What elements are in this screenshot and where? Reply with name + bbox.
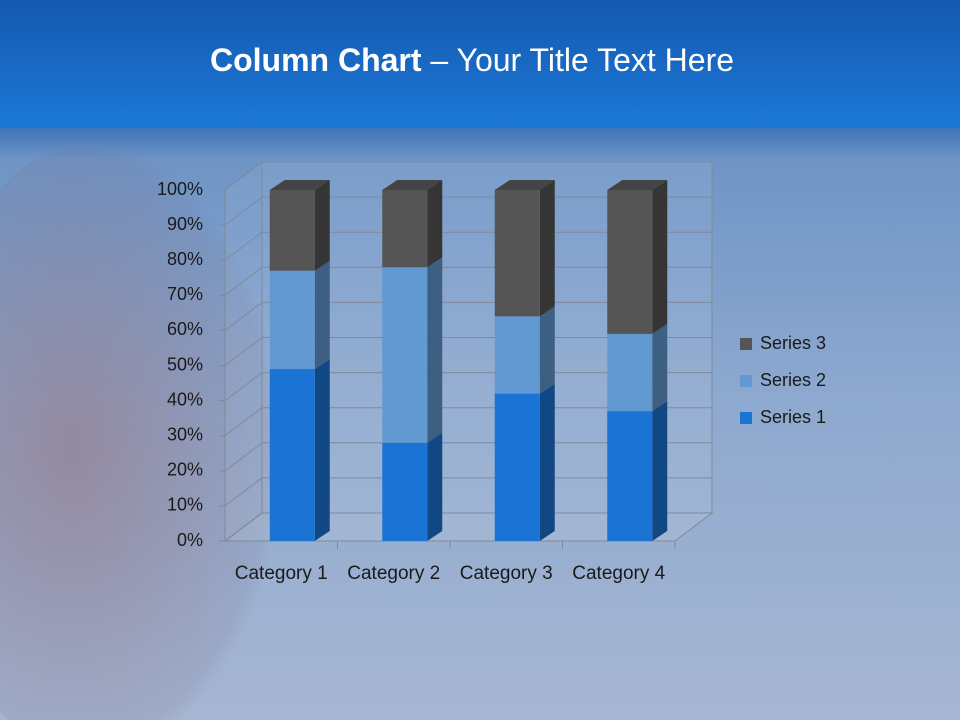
y-tick-label: 40% [167,389,203,409]
bar [382,442,428,541]
bar [494,316,540,394]
bar-top [269,180,330,190]
bar [494,190,540,317]
title-rest: – Your Title Text Here [430,42,734,78]
y-tick-label: 50% [167,354,203,374]
bar [382,267,428,443]
legend-label: Series 3 [760,333,826,353]
bar [269,369,315,541]
legend-label: Series 2 [760,370,826,390]
bar-side [427,432,443,541]
grid-line [224,407,263,437]
bar [382,190,428,268]
x-tick-label: Category 4 [572,563,666,584]
bar-side [314,180,330,271]
chart-title: Column Chart – Your Title Text Here [210,42,734,78]
grid-line [224,512,263,542]
title-band [0,0,960,128]
x-tick-label: Category 3 [459,563,553,584]
bar [607,333,653,412]
grid-line [224,161,263,191]
grid-line [224,266,263,296]
legend-swatch [740,375,752,387]
y-tick-label: 70% [167,284,203,304]
bar [269,270,315,370]
y-tick-label: 90% [167,214,203,234]
bar-side [539,383,555,541]
grid-line [224,477,263,507]
bar-top [494,180,555,190]
grid-line [224,372,263,401]
bar [607,190,653,334]
y-tick-label: 60% [167,319,203,339]
bar-side [652,323,668,412]
bar-side [539,180,555,317]
y-tick-label: 20% [167,460,203,480]
bar-side [427,257,443,443]
bar-top [382,180,443,190]
bar-top [607,180,668,190]
bar [494,393,540,541]
grid-line [224,231,263,261]
grid-line [224,196,263,226]
bar-side [314,260,330,370]
bar-side [652,401,668,541]
grid-line [224,337,263,366]
bar [269,190,315,271]
bar [607,411,653,541]
bar-side [652,180,668,334]
y-tick-label: 80% [167,249,203,269]
bar-side [314,359,330,541]
bar-side [427,180,443,268]
x-tick-label: Category 2 [347,563,441,584]
y-tick-label: 10% [167,495,203,515]
y-tick-label: 100% [157,179,203,199]
legend-swatch [740,412,752,424]
y-tick-label: 0% [177,530,203,550]
x-tick-label: Category 1 [234,563,328,584]
grid-line [224,302,263,331]
y-tick-label: 30% [167,424,203,444]
bar-side [539,306,555,394]
title-main: Column Chart [210,42,422,78]
grid-line [224,442,263,472]
legend-swatch [740,338,752,350]
legend-label: Series 1 [760,407,826,427]
